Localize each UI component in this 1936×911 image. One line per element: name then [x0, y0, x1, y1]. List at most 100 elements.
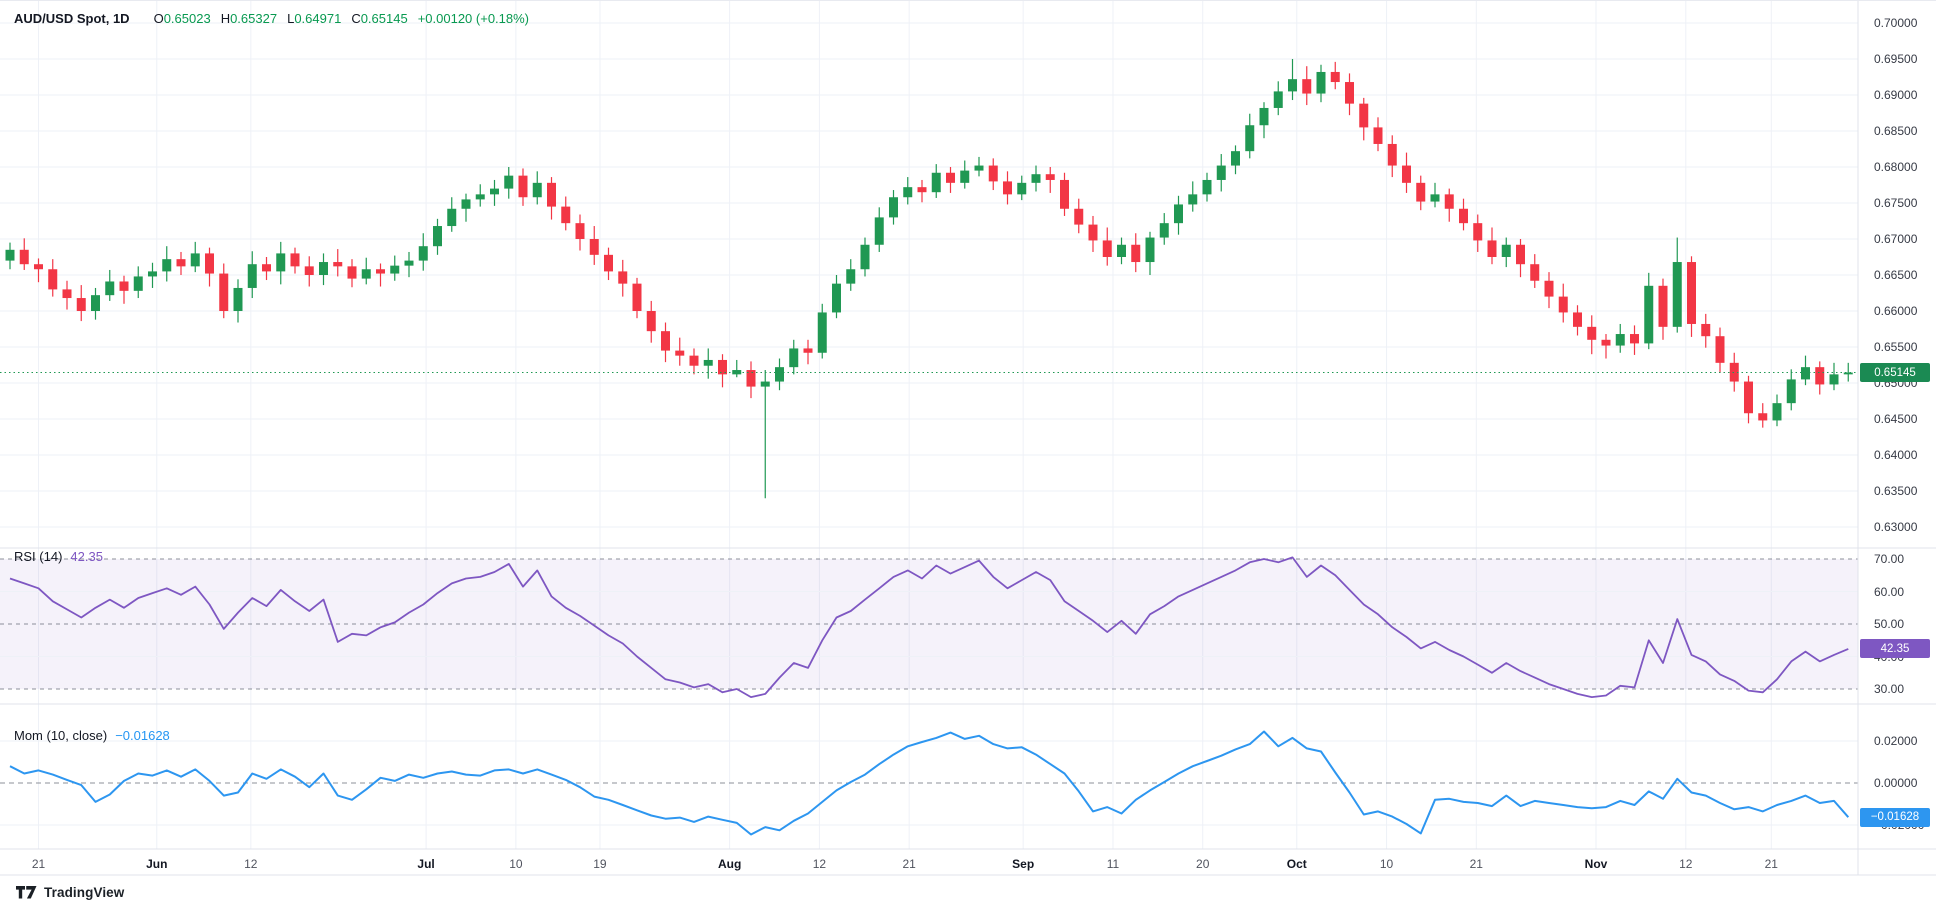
candle-down[interactable]: [1387, 143, 1397, 166]
candle-down[interactable]: [1416, 182, 1426, 202]
candle-up[interactable]: [390, 265, 400, 274]
tradingview-attribution[interactable]: TradingView: [16, 885, 124, 900]
time-axis-label[interactable]: Sep: [1012, 857, 1035, 871]
price-axis-label[interactable]: 0.68000: [1874, 160, 1918, 174]
candle-up[interactable]: [1145, 237, 1155, 263]
candle-down[interactable]: [661, 331, 670, 351]
candle-up[interactable]: [105, 281, 115, 296]
time-axis-label[interactable]: 21: [902, 857, 916, 871]
candle-down[interactable]: [718, 359, 727, 375]
candle-down[interactable]: [1302, 79, 1312, 94]
candle-down[interactable]: [575, 223, 585, 239]
price-axis-label[interactable]: 0.67500: [1874, 196, 1918, 210]
candle-up[interactable]: [874, 217, 884, 245]
candle-up[interactable]: [91, 295, 100, 311]
candle-up[interactable]: [1017, 182, 1027, 195]
candle-down[interactable]: [219, 273, 229, 311]
candle-up[interactable]: [319, 262, 328, 275]
candle-up[interactable]: [1231, 151, 1240, 166]
candle-up[interactable]: [1188, 194, 1198, 205]
candle-down[interactable]: [1102, 240, 1112, 257]
candle-down[interactable]: [1516, 244, 1525, 265]
candle-up[interactable]: [760, 381, 770, 387]
candle-up[interactable]: [433, 226, 442, 247]
candle-down[interactable]: [19, 249, 29, 265]
time-axis-label[interactable]: 19: [593, 857, 607, 871]
rsi-axis-label[interactable]: 70.00: [1874, 552, 1905, 566]
candle-down[interactable]: [119, 281, 129, 291]
time-axis-label[interactable]: 12: [244, 857, 258, 871]
candle-up[interactable]: [1316, 71, 1326, 94]
candle-up[interactable]: [1672, 262, 1682, 327]
candle-down[interactable]: [1558, 296, 1568, 313]
candle-up[interactable]: [5, 249, 15, 261]
candle-down[interactable]: [34, 264, 43, 270]
candle-up[interactable]: [1644, 285, 1654, 344]
candle-up[interactable]: [461, 199, 471, 209]
candle-down[interactable]: [1459, 208, 1468, 224]
candle-down[interactable]: [1744, 381, 1753, 414]
candle-up[interactable]: [233, 287, 243, 311]
price-axis-label[interactable]: 0.63500: [1874, 484, 1918, 498]
price-axis-label[interactable]: 0.63000: [1874, 520, 1918, 534]
candle-down[interactable]: [1815, 367, 1825, 385]
price-axis-label[interactable]: 0.68500: [1874, 124, 1918, 138]
candle-up[interactable]: [1202, 179, 1212, 195]
candle-down[interactable]: [262, 264, 271, 272]
mom-indicator-legend[interactable]: Mom (10, close) −0.01628: [14, 728, 170, 743]
rsi-indicator-legend[interactable]: RSI (14) 42.35: [14, 549, 103, 564]
price-axis-label[interactable]: 0.64000: [1874, 448, 1918, 462]
candle-up[interactable]: [1159, 223, 1169, 238]
time-axis-label[interactable]: Jul: [417, 857, 435, 871]
candle-down[interactable]: [376, 269, 385, 274]
price-axis-label[interactable]: 0.66000: [1874, 304, 1918, 318]
candle-up[interactable]: [1216, 165, 1226, 180]
mom-axis-label[interactable]: 0.02000: [1874, 734, 1918, 748]
candle-down[interactable]: [347, 266, 357, 279]
candle-up[interactable]: [1245, 125, 1255, 152]
rsi-line[interactable]: [9, 556, 1849, 698]
mom-line[interactable]: [9, 730, 1850, 836]
candle-up[interactable]: [447, 208, 457, 227]
candle-up[interactable]: [1501, 244, 1511, 257]
candle-down[interactable]: [1131, 244, 1141, 263]
rsi-axis-label[interactable]: 30.00: [1874, 682, 1905, 696]
candle-up[interactable]: [162, 259, 172, 272]
time-axis-label[interactable]: Jun: [146, 857, 168, 871]
candle-down[interactable]: [1729, 362, 1739, 382]
candle-up[interactable]: [1288, 79, 1297, 92]
time-axis-label[interactable]: 21: [1469, 857, 1483, 871]
candle-up[interactable]: [960, 170, 970, 183]
candle-down[interactable]: [746, 370, 756, 387]
candle-down[interactable]: [1601, 339, 1611, 346]
candle-down[interactable]: [1573, 312, 1582, 327]
candle-down[interactable]: [803, 348, 813, 353]
price-axis-label[interactable]: 0.67000: [1874, 232, 1918, 246]
candle-up[interactable]: [832, 283, 841, 313]
candle-up[interactable]: [1843, 372, 1853, 375]
time-axis-label[interactable]: 10: [1379, 857, 1394, 871]
candle-up[interactable]: [732, 370, 742, 375]
candle-up[interactable]: [504, 175, 514, 189]
candle-down[interactable]: [62, 289, 72, 299]
candle-up[interactable]: [903, 187, 913, 198]
candle-down[interactable]: [1530, 264, 1540, 281]
candle-down[interactable]: [176, 259, 186, 267]
candle-up[interactable]: [1117, 244, 1126, 257]
candle-down[interactable]: [604, 254, 613, 272]
rsi-value-badge[interactable]: 42.35: [1860, 639, 1930, 659]
time-axis-label[interactable]: 12: [812, 857, 827, 871]
candle-down[interactable]: [1003, 181, 1012, 195]
candle-down[interactable]: [1687, 262, 1696, 324]
candle-down[interactable]: [1587, 326, 1597, 340]
candle-up[interactable]: [775, 367, 784, 382]
time-axis-label[interactable]: 21: [31, 857, 46, 871]
candle-down[interactable]: [1715, 336, 1725, 363]
candle-down[interactable]: [1487, 240, 1497, 257]
candle-down[interactable]: [1045, 174, 1055, 180]
candle-down[interactable]: [1444, 194, 1454, 209]
candle-down[interactable]: [1373, 127, 1383, 144]
candle-down[interactable]: [675, 350, 685, 356]
candle-down[interactable]: [1060, 179, 1069, 209]
